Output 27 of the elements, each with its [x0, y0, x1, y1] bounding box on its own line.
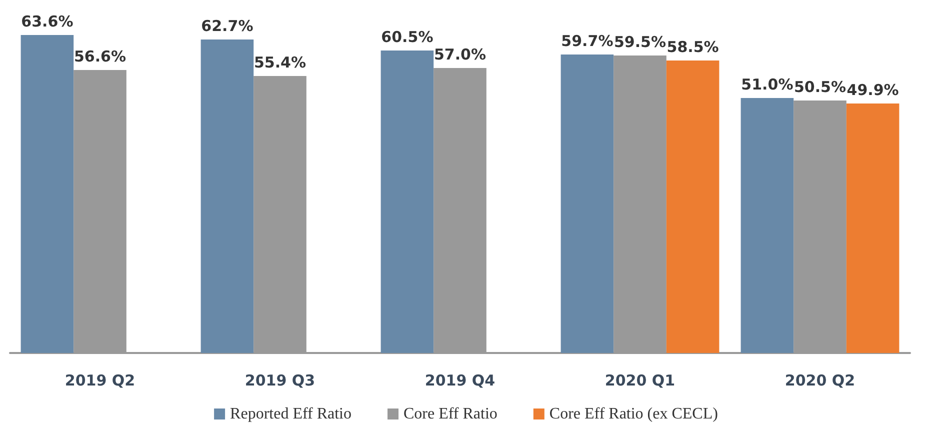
data-label: 62.7% [201, 17, 254, 35]
bar [666, 60, 720, 353]
data-label: 55.4% [254, 54, 306, 72]
bar [380, 50, 434, 353]
data-label: 49.9% [846, 81, 899, 99]
data-label: 57.0% [434, 46, 486, 64]
bar [560, 54, 614, 353]
legend-label: Core Eff Ratio [403, 406, 498, 422]
bar [846, 104, 900, 353]
data-label: 59.7% [561, 32, 614, 50]
data-label: 58.5% [666, 38, 719, 56]
x-tick-label: 2020 Q1 [604, 372, 676, 390]
data-label: 59.5% [614, 33, 666, 51]
x-tick-label: 2019 Q2 [64, 372, 136, 390]
x-tick-label: 2019 Q4 [424, 372, 496, 390]
data-label: 51.0% [741, 76, 794, 94]
bar [20, 35, 74, 353]
data-label: 63.6% [21, 12, 74, 30]
data-label: 60.5% [381, 28, 434, 46]
data-label: 50.5% [794, 78, 846, 96]
x-tick-label: 2020 Q2 [784, 372, 856, 390]
x-tick-label: 2019 Q3 [244, 372, 316, 390]
legend-label: Reported Eff Ratio [230, 406, 352, 422]
bar [200, 40, 254, 353]
data-label: 56.6% [74, 48, 126, 66]
bar [740, 98, 794, 353]
legend-label: Core Eff Ratio (ex CECL) [549, 406, 718, 422]
